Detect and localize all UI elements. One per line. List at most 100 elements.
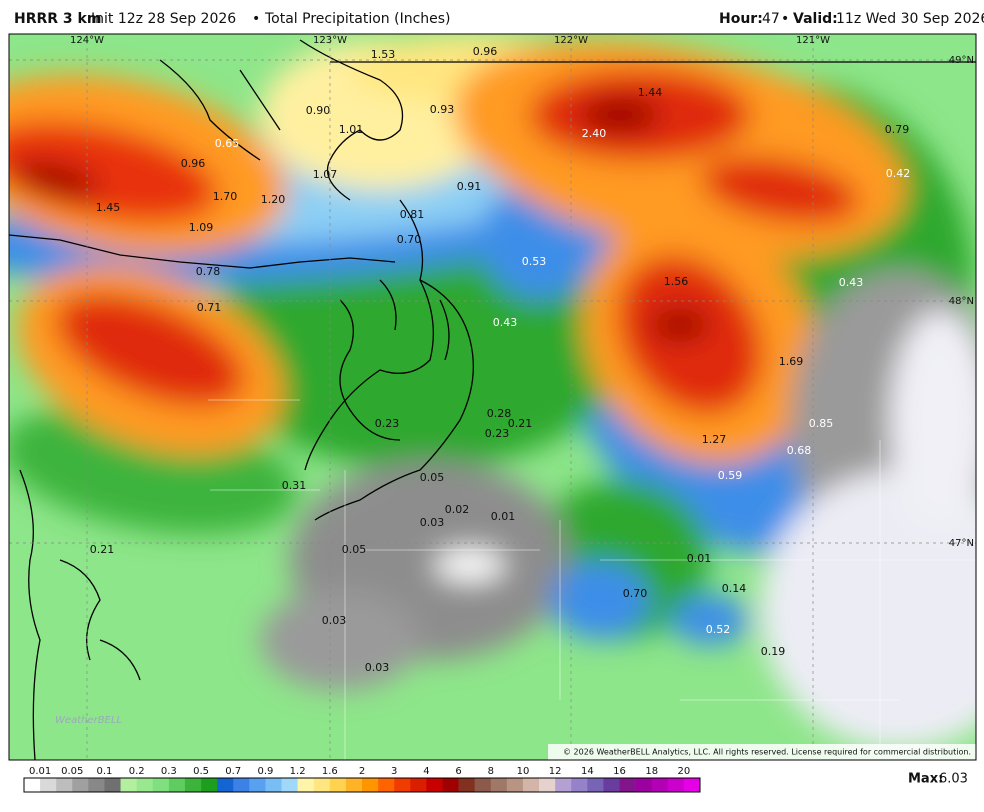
color-swatch bbox=[522, 778, 540, 792]
precip-area bbox=[260, 590, 420, 690]
labels: 1.53 0.96 1.44 0.90 0.93 1.01 0.65 2.40 0.79 0.96… bbox=[90, 45, 911, 674]
latitude-label: 48°N bbox=[949, 296, 974, 307]
color-swatch bbox=[378, 778, 395, 792]
legend: 0.01 0.05 0.1 0.2 0.3 0.5 0.7 0.9 1.2 1.6 2 3 4 6 8 10 1… bbox=[23, 766, 701, 793]
precip-label: 0.23 bbox=[375, 417, 400, 430]
precip-label: 1.70 bbox=[213, 190, 238, 203]
legend-tick: 10 bbox=[517, 766, 530, 777]
watermark: WeatherBELL bbox=[55, 715, 122, 726]
longitude-label: 124°W bbox=[70, 35, 104, 46]
color-swatch bbox=[394, 778, 411, 792]
latitude-label: 49°N bbox=[949, 55, 974, 66]
precip-label: 0.21 bbox=[508, 417, 533, 430]
legend-tick: 1.2 bbox=[290, 766, 306, 777]
legend-tick: 18 bbox=[645, 766, 658, 777]
precip-label: 0.53 bbox=[522, 255, 547, 268]
color-swatch bbox=[152, 778, 170, 792]
precip-label: 0.96 bbox=[181, 157, 206, 170]
color-swatch bbox=[201, 778, 218, 792]
color-swatch bbox=[329, 778, 347, 792]
color-swatch bbox=[667, 778, 685, 792]
graticule-labels: 124°W 123°W 122°W 121°W 49°N 48°N 47°N bbox=[70, 35, 974, 549]
color-swatch bbox=[683, 778, 701, 792]
precip-label: 0.05 bbox=[420, 471, 445, 484]
precip-area bbox=[580, 97, 660, 133]
precip-label: 1.07 bbox=[313, 168, 338, 181]
precip-label: 1.01 bbox=[339, 123, 364, 136]
legend-tick: 0.5 bbox=[193, 766, 209, 777]
precip-label: 0.19 bbox=[761, 645, 786, 658]
legend-tick: 0.05 bbox=[61, 766, 83, 777]
precip-label: 0.65 bbox=[215, 137, 240, 150]
legend-tick: 16 bbox=[613, 766, 626, 777]
precip-area bbox=[55, 293, 245, 407]
color-swatch bbox=[362, 778, 379, 792]
color-swatch bbox=[571, 778, 588, 792]
color-swatch bbox=[72, 778, 89, 792]
color-swatch bbox=[88, 778, 105, 792]
color-swatch bbox=[442, 778, 459, 792]
precip-label: 1.09 bbox=[189, 221, 214, 234]
precip-label: 0.79 bbox=[885, 123, 910, 136]
precip-label: 0.81 bbox=[400, 208, 425, 221]
color-swatch bbox=[474, 778, 492, 792]
precip-area bbox=[435, 549, 505, 581]
color-swatch bbox=[635, 778, 653, 792]
precip-label: 1.44 bbox=[638, 86, 663, 99]
legend-tick: 4 bbox=[423, 766, 429, 777]
county-lines bbox=[208, 399, 976, 760]
precip-label: 0.93 bbox=[430, 103, 455, 116]
color-swatch bbox=[184, 778, 202, 792]
precip-area bbox=[9, 121, 218, 223]
hour: 47 bbox=[762, 11, 780, 27]
precip-label: 0.01 bbox=[491, 510, 516, 523]
color-swatch bbox=[56, 778, 73, 792]
longitude-label: 122°W bbox=[554, 35, 588, 46]
precip-label: 2.40 bbox=[582, 127, 607, 140]
legend-tick: 2 bbox=[359, 766, 365, 777]
precip-label: 0.91 bbox=[457, 180, 482, 193]
precip-label: 0.70 bbox=[397, 233, 422, 246]
model: HRRR 3 km bbox=[14, 11, 101, 27]
color-swatch bbox=[297, 778, 315, 792]
legend-tick: 0.9 bbox=[257, 766, 273, 777]
legend-tick: 0.2 bbox=[129, 766, 145, 777]
precip-label: 0.43 bbox=[839, 276, 864, 289]
precip-label: 0.14 bbox=[722, 582, 747, 595]
precip-label: 0.59 bbox=[718, 469, 743, 482]
color-swatch bbox=[104, 778, 121, 792]
legend-tick: 14 bbox=[581, 766, 594, 777]
map-frame bbox=[8, 33, 977, 761]
precip-label: 0.23 bbox=[485, 427, 510, 440]
color-swatch bbox=[136, 778, 154, 792]
valid-label: Valid: bbox=[793, 11, 838, 27]
valid: 11z Wed 30 Sep 2026 bbox=[836, 11, 984, 27]
color-bar-frame bbox=[23, 777, 701, 793]
legend-tick: 0.1 bbox=[97, 766, 113, 777]
legend-tick: 1.6 bbox=[322, 766, 338, 777]
color-swatch bbox=[217, 778, 234, 792]
precip-label: 0.85 bbox=[809, 417, 834, 430]
precip-area bbox=[670, 595, 750, 645]
color-swatch bbox=[603, 778, 620, 792]
color-swatch bbox=[506, 778, 524, 792]
precip-label: 0.96 bbox=[473, 45, 498, 58]
precip-label: 0.21 bbox=[90, 543, 115, 556]
legend-tick: 3 bbox=[391, 766, 397, 777]
map: 1.53 0.96 1.44 0.90 0.93 1.01 0.65 2.40 0.79 0.96… bbox=[9, 34, 976, 760]
color-swatch bbox=[313, 778, 331, 792]
precip-label: 0.52 bbox=[706, 623, 731, 636]
color-swatch bbox=[265, 778, 282, 792]
precip-label: 0.90 bbox=[306, 104, 331, 117]
color-swatch bbox=[619, 778, 636, 792]
precip-field bbox=[9, 35, 976, 750]
color-swatch bbox=[120, 778, 137, 792]
precip-label: 0.78 bbox=[196, 265, 221, 278]
precip-label: 0.70 bbox=[623, 587, 648, 600]
max-label: Max: bbox=[908, 772, 943, 787]
precip-area bbox=[550, 560, 650, 640]
product: Total Precipitation (Inches) bbox=[264, 11, 451, 27]
copyright-bg bbox=[548, 744, 976, 760]
color-swatch bbox=[281, 778, 298, 792]
